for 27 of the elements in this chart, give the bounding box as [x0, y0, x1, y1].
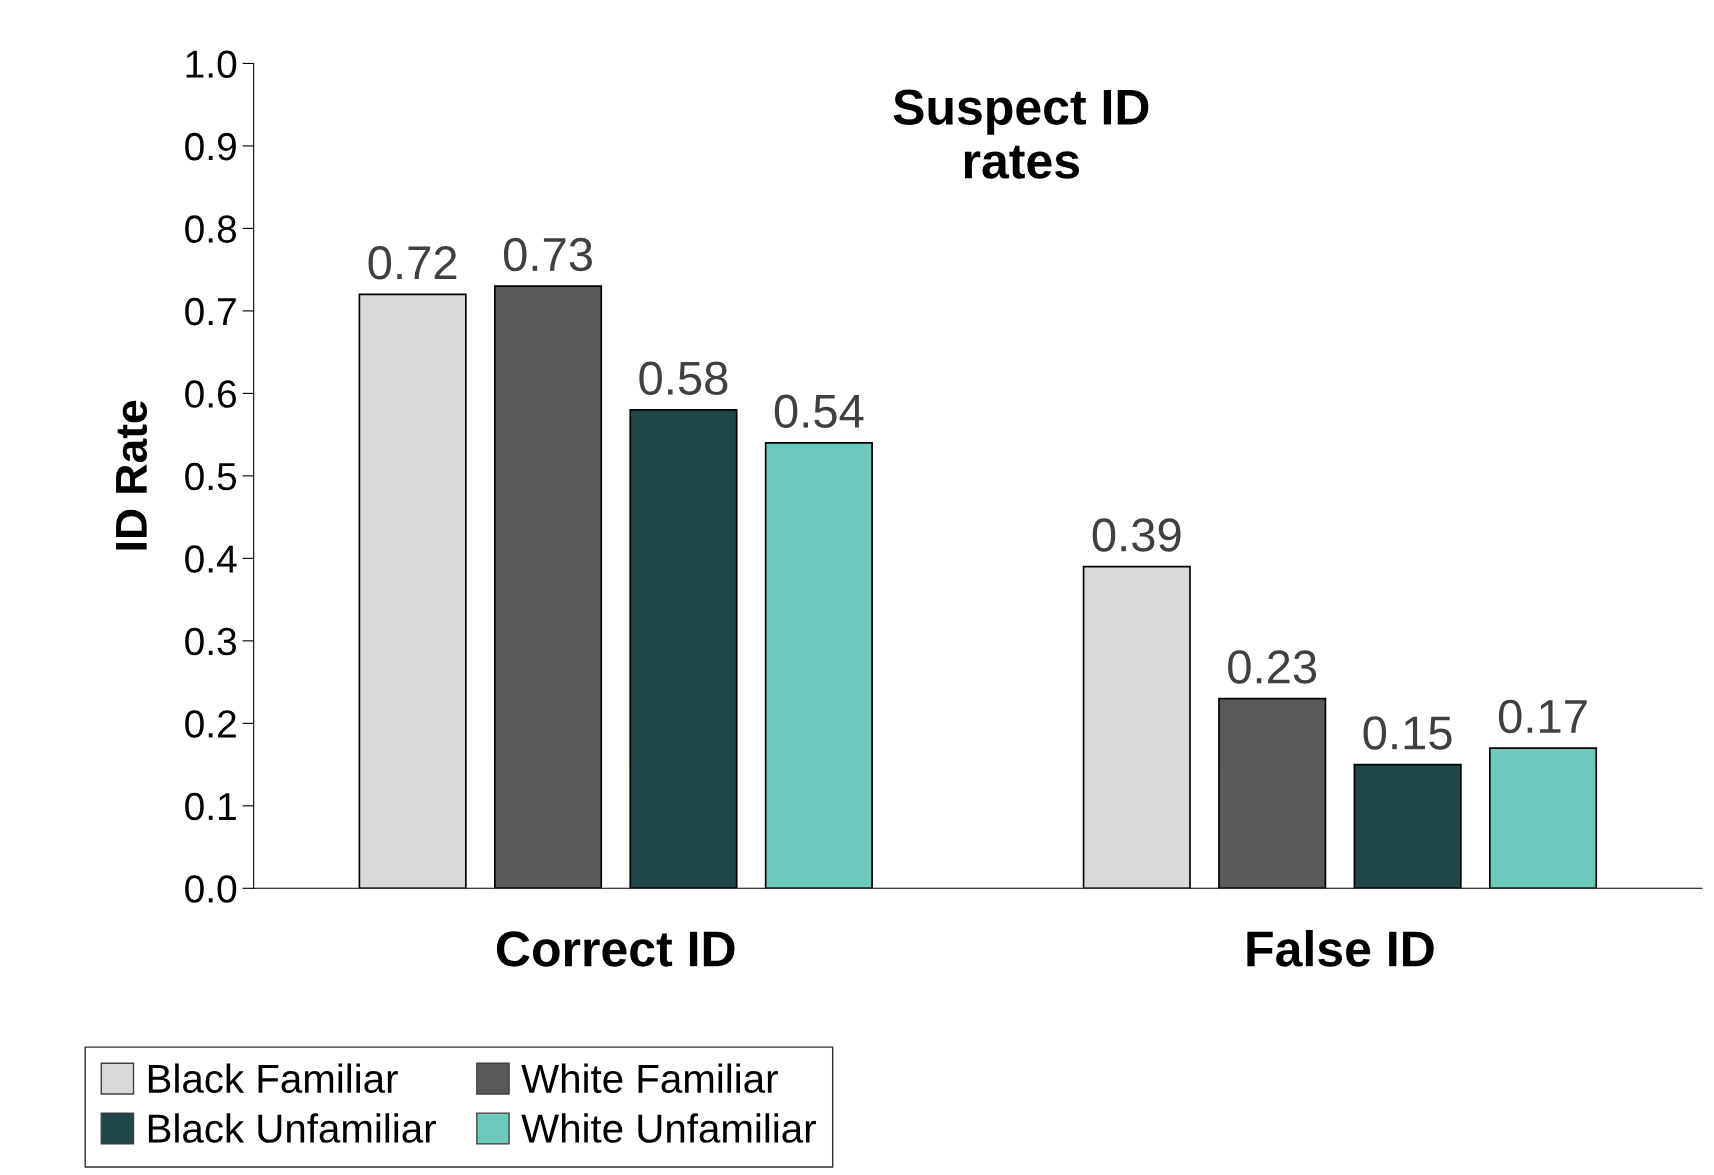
- data-label: 0.39: [1092, 518, 1181, 552]
- data-label: 0.15: [1363, 716, 1452, 750]
- x-tick-label: False ID: [1247, 929, 1434, 967]
- y-tick-label: 0.4: [185, 545, 237, 573]
- y-tick-label: 0.6: [185, 380, 236, 408]
- y-axis-title: ID Rate: [116, 400, 148, 550]
- data-label: 0.54: [774, 394, 864, 428]
- x-tick-label: Correct ID: [496, 931, 735, 967]
- y-tick-label: 0.3: [185, 627, 236, 656]
- y-tick-label: 0.5: [185, 462, 237, 491]
- legend-label: White Unfamiliar: [521, 1113, 816, 1143]
- y-tick-label: 0.8: [185, 215, 237, 243]
- y-tick-label: 0.7: [185, 297, 236, 326]
- legend-label: Black Familiar: [148, 1063, 398, 1094]
- text: Suspect ID rates: [893, 89, 1149, 179]
- y-tick-label: 0.2: [185, 710, 236, 738]
- y-tick-label: 0.9: [185, 132, 236, 161]
- data-label: 0.23: [1228, 650, 1317, 684]
- data-label: 0.58: [639, 361, 728, 395]
- data-label: 0.72: [368, 246, 457, 280]
- y-tick-label: 1.0: [186, 50, 237, 78]
- y-tick-label: 0.0: [185, 875, 237, 903]
- data-label: 0.73: [503, 237, 592, 272]
- legend-label: White Familiar: [521, 1063, 778, 1094]
- legend-label: Black Unfamiliar: [148, 1113, 436, 1143]
- y-tick-label: 0.1: [185, 792, 236, 821]
- data-label: 0.17: [1498, 699, 1587, 734]
